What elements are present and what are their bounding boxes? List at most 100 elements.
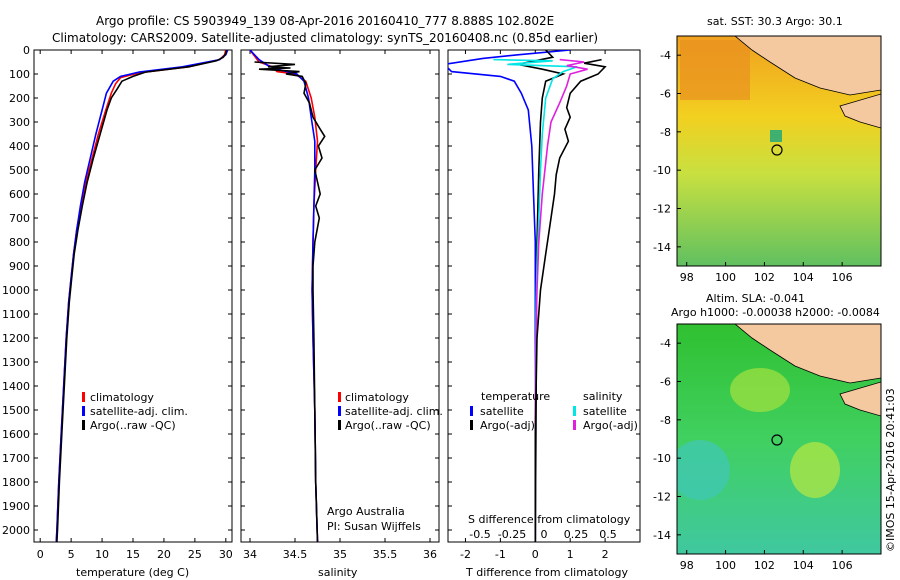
- legend-label-sal-satellite: satellite: [583, 405, 627, 418]
- series-line-climatology: [55, 50, 227, 542]
- map-x-tick-label: 102: [754, 559, 775, 572]
- y-tick-label: 200: [9, 92, 30, 105]
- map-y-tick-label: -6: [660, 376, 671, 389]
- x-tick-label: 34.5: [283, 548, 308, 561]
- y-tick-label: 400: [9, 140, 30, 153]
- map-x-tick-label: 104: [793, 271, 814, 284]
- series-line-satellite-adj-clim-: [249, 50, 319, 542]
- temperature-legend: climatology satellite-adj. clim. Argo(..…: [82, 391, 188, 432]
- x-tick-label: 1: [567, 548, 574, 561]
- map-x-tick-label: 104: [793, 559, 814, 572]
- temperature-frame: [33, 49, 233, 543]
- map-y-tick-label: -14: [653, 529, 671, 542]
- legend-label-temp-satellite: satellite: [480, 405, 524, 418]
- map-x-tick-label: 102: [754, 271, 775, 284]
- salinity-panel: 34 34.5 35 35.5 36 salinity climatology sate…: [240, 49, 443, 579]
- legend-label-sal-argo: Argo(-adj): [583, 419, 638, 432]
- y-tick-label: 300: [9, 116, 30, 129]
- y-tick-label: 600: [9, 188, 30, 201]
- x-tick-label-top: -0.25: [498, 528, 526, 541]
- x-tick-label: 35.5: [373, 548, 398, 561]
- salinity-frame: [240, 49, 440, 543]
- y-tick-label: 1300: [2, 356, 30, 369]
- series-line-salinity-argo-raw: [534, 58, 607, 542]
- map-y-tick-label: -8: [660, 414, 671, 427]
- sst-map-frame: [676, 35, 882, 267]
- legend-label-climatology: climatology: [90, 391, 154, 404]
- difference-xlabel: T difference from climatology: [465, 566, 628, 579]
- y-tick-label: 1500: [2, 404, 30, 417]
- map-y-tick-label: -8: [660, 126, 671, 139]
- legend-swatch-argo: [82, 420, 85, 430]
- y-tick-label: 100: [9, 68, 30, 81]
- sla-high-patch-2: [790, 442, 840, 498]
- sla-low-patch: [677, 440, 730, 500]
- series-line-argo-raw-qc-: [254, 61, 326, 542]
- sla-map-subtitle: Argo h1000: -0.00038 h2000: -0.0084: [671, 306, 880, 319]
- y-tick-label: 1400: [2, 380, 30, 393]
- x-tick-label: 30: [219, 548, 233, 561]
- legend-swatch-temp-argo: [470, 420, 473, 430]
- y-tick-label: 1600: [2, 428, 30, 441]
- y-tick-label: 1100: [2, 308, 30, 321]
- map-x-tick-label: 106: [832, 271, 853, 284]
- x-tick-label: -2: [460, 548, 471, 561]
- y-tick-label: 1200: [2, 332, 30, 345]
- sla-map-title: Altim. SLA: -0.041: [706, 292, 805, 305]
- sst-warm-patch: [680, 40, 750, 100]
- x-tick-label-top: -0.5: [469, 528, 490, 541]
- legend-label-temp-argo: Argo(-adj): [480, 419, 535, 432]
- map-y-tick-label: -10: [653, 452, 671, 465]
- legend-swatch-satellite: [338, 406, 341, 416]
- x-tick-label-top: 0.5: [599, 528, 617, 541]
- y-tick-label: 0: [23, 44, 30, 57]
- salinity-legend: climatology satellite-adj. clim. Argo(..…: [338, 391, 443, 432]
- legend-swatch-sal-satellite: [573, 406, 576, 416]
- sla-land-java: [839, 381, 881, 417]
- y-tick-label: 1700: [2, 452, 30, 465]
- sla-argo-marker: [771, 434, 783, 446]
- map-x-tick-label: 100: [715, 559, 736, 572]
- temperature-panel: 0 5 10 15 20 25 300100200300400500600700800900…: [2, 44, 233, 579]
- annotation-pi: PI: Susan Wijffels: [327, 520, 421, 533]
- legend-label-argo: Argo(..raw -QC): [90, 419, 176, 432]
- legend-swatch-climatology: [338, 392, 341, 402]
- difference-xlabel-top: S difference from climatology: [468, 513, 631, 526]
- x-tick-label: 15: [126, 548, 140, 561]
- legend-title-temperature: temperature: [481, 390, 550, 403]
- x-tick-label: 20: [157, 548, 171, 561]
- x-tick-label: 35: [333, 548, 347, 561]
- annotation-argo-australia: Argo Australia: [327, 505, 405, 518]
- series-line-argo-raw-qc-: [56, 50, 228, 542]
- sst-land-java: [839, 93, 881, 129]
- map-y-tick-label: -4: [660, 337, 671, 350]
- difference-panel: -2 -1 0 1 2 -0.5 -0.25 0 0.25 0.5 S difference fr…: [447, 49, 641, 579]
- y-tick-label: 1900: [2, 500, 30, 513]
- sst-map-title: sat. SST: 30.3 Argo: 30.1: [707, 15, 843, 28]
- x-tick-label: 36: [423, 548, 437, 561]
- x-tick-label: 25: [188, 548, 202, 561]
- y-tick-label: 1000: [2, 284, 30, 297]
- map-y-tick-label: -14: [653, 241, 671, 254]
- sla-map-frame: [676, 323, 882, 555]
- difference-legend: temperature salinity satellite Argo(-adj…: [470, 390, 638, 432]
- difference-frame: [447, 49, 641, 543]
- legend-label-climatology: climatology: [345, 391, 409, 404]
- x-tick-label: -1: [495, 548, 506, 561]
- legend-swatch-argo: [338, 420, 341, 430]
- legend-label-satellite: satellite-adj. clim.: [90, 405, 188, 418]
- map-y-tick-label: -12: [653, 491, 671, 504]
- x-tick-label: 0: [37, 548, 44, 561]
- legend-label-satellite: satellite-adj. clim.: [345, 405, 443, 418]
- y-tick-label: 2000: [2, 524, 30, 537]
- series-line-temperature-satellite: [448, 50, 571, 542]
- map-x-tick-label: 98: [680, 271, 694, 284]
- imos-stamp: ©IMOS 15-Apr-2016 20:41:03: [884, 388, 897, 552]
- sst-land-sumatra: [734, 36, 881, 96]
- sst-argo-marker: [771, 144, 783, 156]
- legend-swatch-sal-argo: [573, 420, 576, 430]
- map-y-tick-label: -12: [653, 203, 671, 216]
- x-tick-label: 0: [532, 548, 539, 561]
- map-x-tick-label: 98: [680, 559, 694, 572]
